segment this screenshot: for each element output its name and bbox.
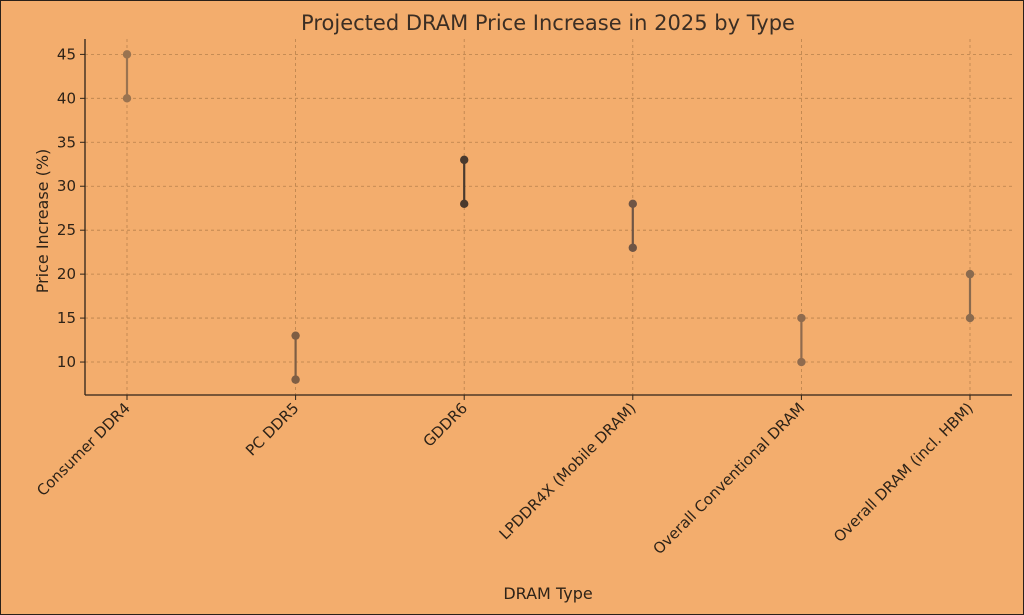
y-tick-label: 40 bbox=[57, 89, 76, 107]
range-high-point bbox=[797, 313, 806, 323]
y-tick-label: 20 bbox=[57, 265, 76, 283]
range-low-point bbox=[797, 357, 806, 367]
y-tick-label: 35 bbox=[57, 133, 76, 151]
y-tick-label: 10 bbox=[57, 353, 76, 371]
range-low-point bbox=[628, 243, 637, 252]
range-high-point bbox=[965, 269, 975, 279]
axes-layer: 10 15 20 25 30 35 40 45 Consumer DDR4 PC DDR5 GDDR… bbox=[33, 39, 1012, 558]
range-low-point bbox=[291, 375, 300, 384]
marks-layer bbox=[122, 50, 975, 384]
range-low-point bbox=[460, 199, 469, 209]
x-tick-label: Overall Conventional DRAM bbox=[649, 399, 808, 558]
grid-layer bbox=[85, 39, 1012, 395]
y-tick-label: 45 bbox=[57, 45, 76, 63]
x-axis-label: DRAM Type bbox=[503, 584, 592, 603]
x-tick-label: Overall DRAM (incl. HBM) bbox=[830, 399, 977, 546]
x-tick-label: LPDDR4X (Mobile DRAM) bbox=[496, 399, 640, 543]
range-high-point bbox=[291, 331, 300, 340]
range-low-point bbox=[122, 94, 132, 103]
chart-title: Projected DRAM Price Increase in 2025 by… bbox=[301, 11, 795, 35]
range-high-point bbox=[628, 199, 637, 209]
y-tick-label: 25 bbox=[57, 221, 76, 239]
range-low-point bbox=[965, 313, 975, 323]
range-high-point bbox=[460, 155, 469, 165]
y-tick-label: 30 bbox=[57, 177, 76, 195]
range-high-point bbox=[122, 50, 132, 59]
y-tick-label: 15 bbox=[57, 309, 76, 327]
y-axis-label: Price Increase (%) bbox=[33, 149, 52, 294]
x-tick-label: Consumer DDR4 bbox=[33, 399, 134, 500]
x-tick-label: GDDR6 bbox=[420, 399, 471, 450]
x-tick-label: PC DDR5 bbox=[242, 399, 302, 459]
